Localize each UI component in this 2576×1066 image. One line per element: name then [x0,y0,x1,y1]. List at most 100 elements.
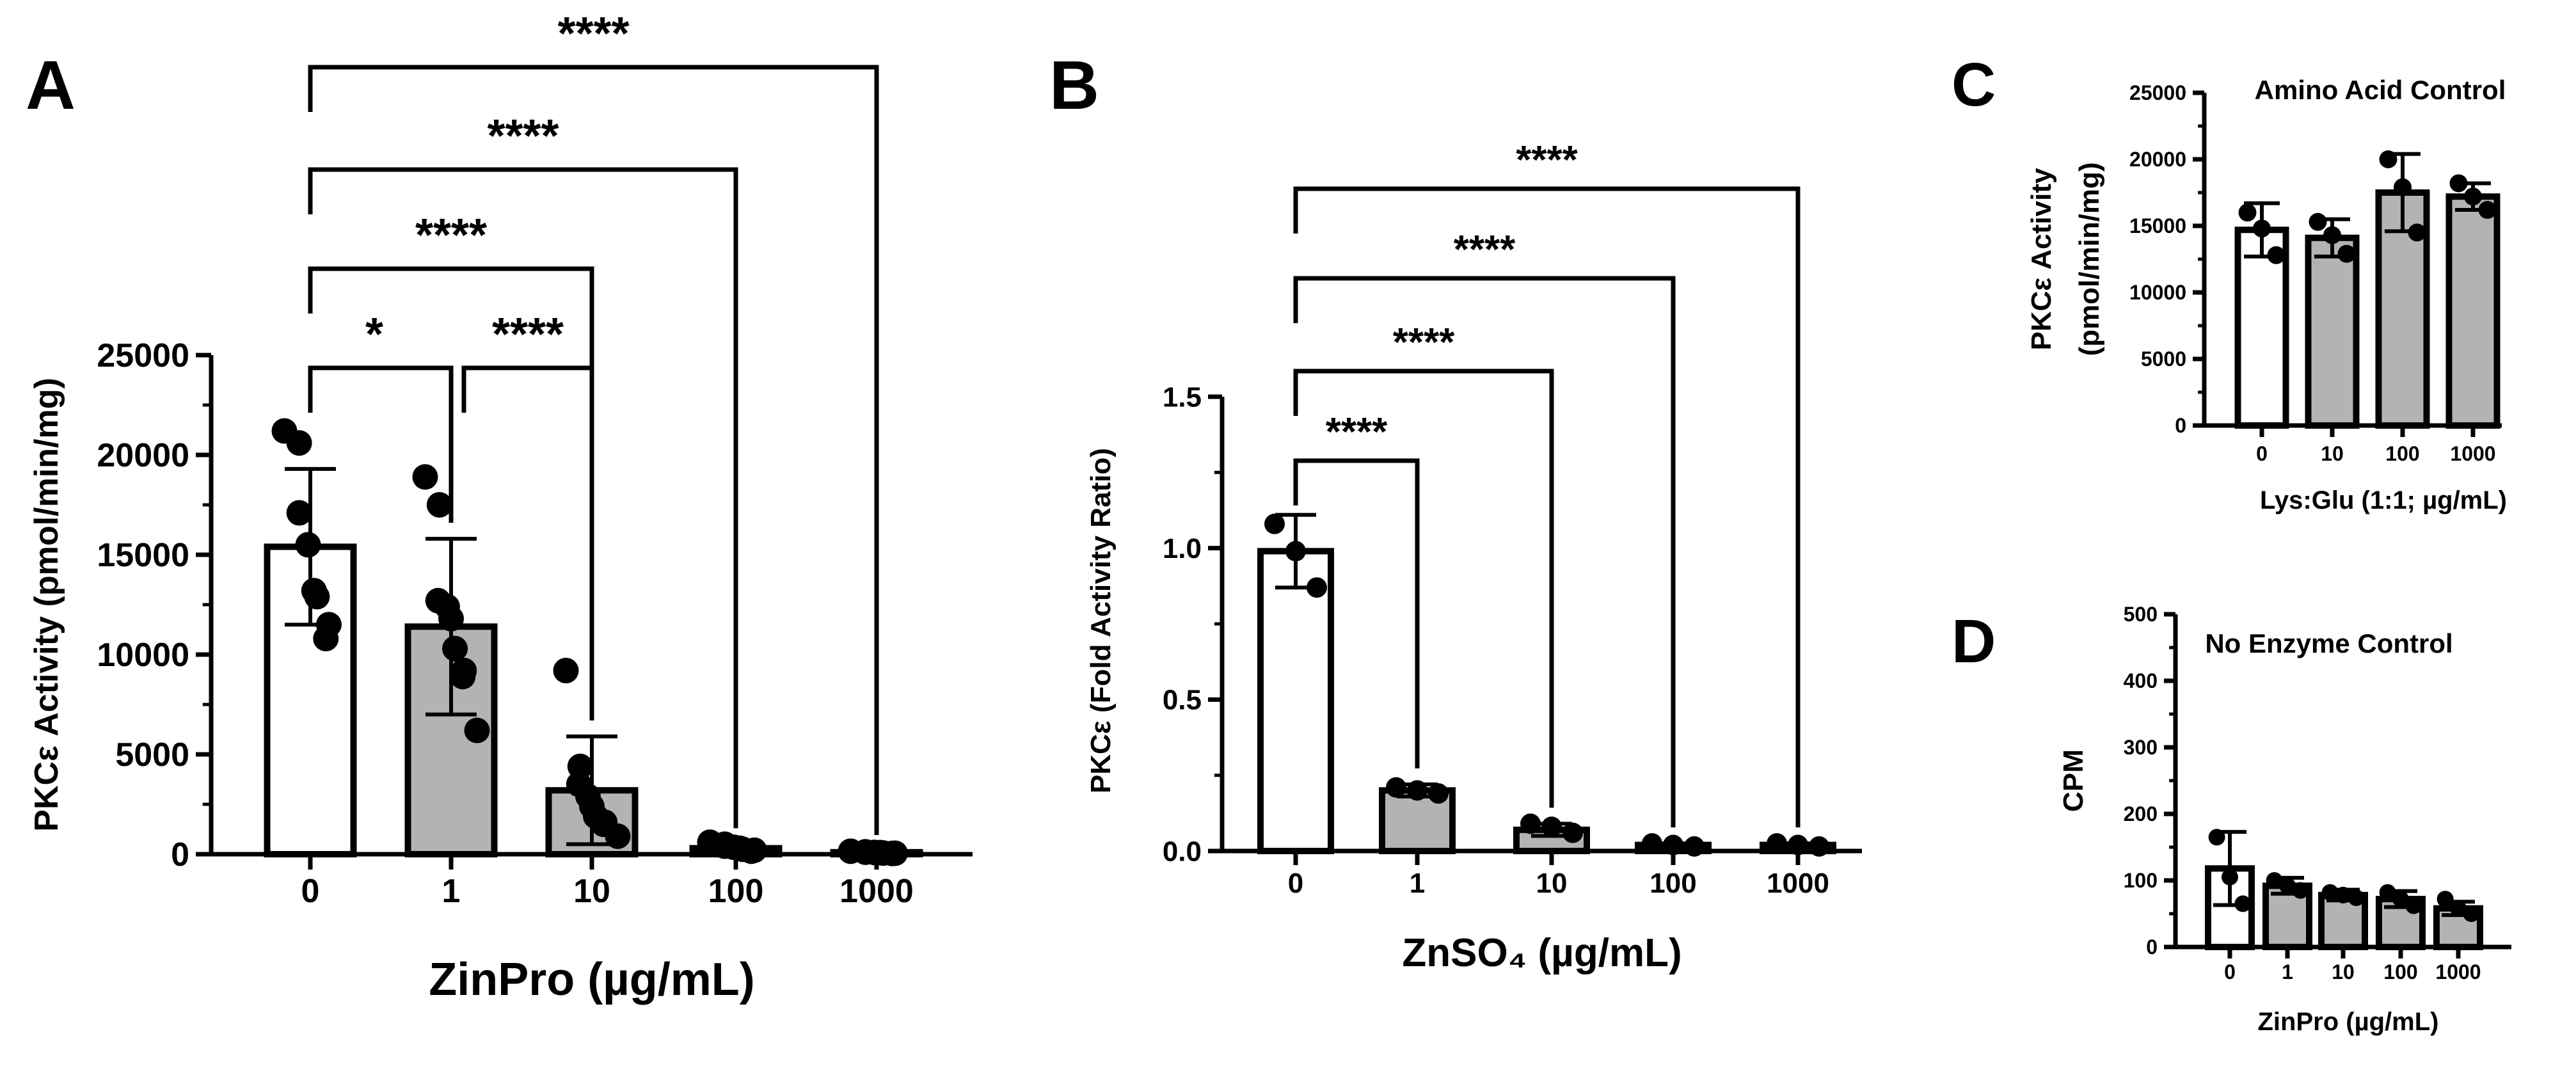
y-tick-label: 100 [2124,869,2158,892]
y-axis-label: PKCε Activity (pmol/min/mg) [28,378,65,831]
y-tick-label: 1.5 [1163,381,1202,413]
data-point [1562,822,1583,843]
y-tick-label: 25000 [2129,81,2186,104]
x-tick-label: 1000 [839,873,914,910]
data-point [286,500,312,526]
data-point [304,584,330,610]
data-point [2279,877,2296,895]
significance-bracket [1293,369,1554,808]
data-point [2234,895,2252,912]
significance-bracket [1293,186,1801,828]
data-point [1386,777,1406,798]
x-tick-label: 10 [2332,960,2355,983]
significance-label: **** [1454,228,1516,272]
y-tick-label: 500 [2124,603,2158,626]
y-tick-label: 1.0 [1163,533,1202,564]
data-point [2238,203,2257,222]
y-tick-label: 15000 [97,537,189,574]
data-point [1642,833,1662,854]
chart-title: Amino Acid Control [2255,75,2506,105]
data-point [2449,174,2468,193]
data-point [1428,783,1449,804]
data-point [2464,187,2482,206]
y-tick-label: 0 [2175,414,2186,437]
data-point [2463,905,2480,922]
significance-bracket [308,365,454,523]
y-tick-label: 400 [2124,669,2158,692]
panel-a: A 0 5000 10000 15000 20000 25000 0 1 10 100 1000 PKC… [26,8,973,1005]
y-tick-label: 0.0 [1163,836,1202,867]
panel-c: C Amino Acid Control050001000015000200002… [1952,51,2507,514]
x-axis-label: ZinPro (µg/mL) [429,954,754,1005]
x-tick-label: 10 [573,873,610,910]
data-point [738,838,765,864]
data-point [464,717,490,744]
y-axis-label: PKCε (Fold Activity Ratio) [1085,448,1117,793]
data-point [450,664,476,690]
x-axis-label: Lys:Glu (1:1; µg/mL) [2260,486,2507,514]
data-point [2478,201,2497,219]
panel-b: B 0.0 0.5 1.0 1.5 0 1 10 100 1000 PKCε (Fold Activ… [1049,46,1862,975]
data-point [2222,868,2238,886]
data-point [2337,244,2356,263]
significance-bracket [308,167,738,829]
data-point [2253,219,2271,238]
data-point [1809,836,1829,857]
data-point [1407,780,1427,801]
y-tick-label: 200 [2124,802,2158,825]
data-point [2405,897,2422,914]
chart-title: No Enzyme Control [2205,628,2453,658]
y-axis-label: CPM [2058,749,2089,812]
data-point [2408,223,2426,242]
significance-bracket [461,365,594,720]
data-point [1520,813,1541,834]
y-tick-label: 10000 [97,637,189,674]
bar-0 [1257,548,1334,855]
y-tick-label: 20000 [2129,148,2186,171]
panel-letter-c: C [1952,51,1996,119]
data-point [1264,513,1285,534]
data-point [2394,178,2412,196]
x-tick-label: 1 [2282,960,2293,983]
data-point [553,657,579,683]
data-point [1307,577,1327,598]
y-tick-label: 5000 [2141,347,2186,370]
y-tick-label: 0 [2146,935,2158,959]
data-point [426,492,452,518]
x-axis-label: ZnSO₄ (µg/mL) [1402,931,1682,975]
data-point [2450,900,2467,917]
x-tick-label: 0 [1288,868,1303,899]
significance-bracket [308,65,879,835]
x-tick-label: 0 [2224,960,2236,983]
x-tick-label: 100 [2385,442,2419,465]
data-point [2267,246,2286,264]
significance-label: **** [487,111,559,162]
data-point [295,532,321,558]
y-tick-label: 300 [2124,736,2158,759]
data-point [1684,836,1705,857]
significance-label: **** [1326,410,1388,454]
x-tick-label: 1000 [2435,960,2481,983]
data-point [2292,882,2309,899]
data-point [2379,150,2397,168]
x-tick-label: 100 [1650,868,1696,899]
data-point [605,823,631,849]
y-axis-label: PKCε Activity [2026,168,2057,350]
y-tick-label: 25000 [97,337,189,374]
data-point [2321,884,2339,901]
data-point [2379,884,2396,901]
significance-label: **** [557,8,629,60]
data-point [2208,829,2225,846]
significance-label: * [365,309,383,360]
bar-10 [2305,234,2360,429]
panel-letter-a: A [26,46,76,123]
data-point [286,430,312,456]
y-tick-label: 15000 [2129,214,2186,237]
panel-letter-d: D [1952,607,1996,676]
significance-label: **** [492,309,564,360]
x-tick-label: 100 [2383,960,2417,983]
x-axis-label: ZinPro (µg/mL) [2257,1008,2438,1036]
x-tick-label: 1000 [2450,442,2495,465]
y-tick-label: 5000 [115,736,189,774]
